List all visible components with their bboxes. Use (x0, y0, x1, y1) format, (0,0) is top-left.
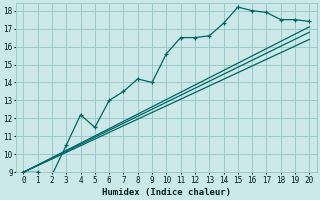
X-axis label: Humidex (Indice chaleur): Humidex (Indice chaleur) (102, 188, 231, 197)
